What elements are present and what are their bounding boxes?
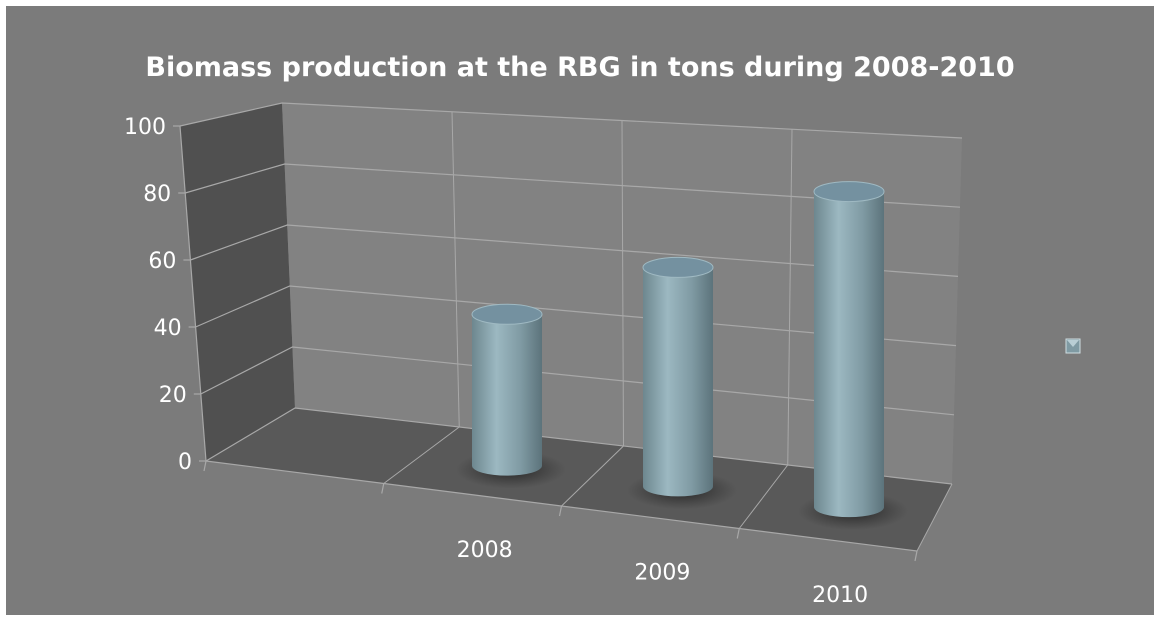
floor-lines xyxy=(203,111,953,562)
gridline xyxy=(185,163,961,208)
side-wall xyxy=(180,103,295,461)
bar-body xyxy=(643,267,713,497)
floor-divider xyxy=(738,464,789,529)
bar-top xyxy=(471,303,543,325)
y-ticks: 0 20 40 60 80 100 xyxy=(124,115,206,475)
bar-body xyxy=(472,314,542,476)
x-tick-mark xyxy=(914,550,918,562)
chart-title: Biomass production at the RBG in tons du… xyxy=(145,52,1015,83)
wall-divider xyxy=(451,111,460,428)
floor-divider xyxy=(383,426,460,484)
y-tick-label: 0 xyxy=(178,450,192,475)
back-wall xyxy=(282,103,962,484)
x-tick-mark xyxy=(381,483,385,494)
bar-top xyxy=(642,256,714,278)
y-tick-label: 80 xyxy=(143,182,171,207)
gridlines xyxy=(179,102,963,485)
x-labels: 2008 2009 2010 xyxy=(457,538,869,608)
x-tick-label: 2009 xyxy=(634,560,690,585)
legend-swatch-highlight xyxy=(1067,340,1079,347)
wall-divider xyxy=(621,120,624,447)
x-tick-label: 2010 xyxy=(812,583,868,608)
gridline xyxy=(205,407,953,485)
gridline xyxy=(179,102,963,139)
bars xyxy=(456,181,908,531)
wall-divider xyxy=(787,129,793,466)
y-tick-label: 100 xyxy=(124,115,166,140)
legend xyxy=(1065,338,1081,354)
x-axis-line xyxy=(205,460,918,552)
bar-top xyxy=(813,181,885,203)
floor-divider xyxy=(916,483,953,552)
bar-body xyxy=(814,191,884,518)
floor xyxy=(206,408,952,551)
x-tick-label: 2008 xyxy=(457,538,513,563)
y-tick-label: 20 xyxy=(159,383,187,408)
x-tick-mark xyxy=(203,460,207,472)
floor-divider xyxy=(561,445,624,507)
gridline xyxy=(195,285,957,347)
x-tick-mark xyxy=(558,505,563,517)
gridline xyxy=(190,224,959,277)
x-tick-mark xyxy=(736,528,740,539)
y-tick-label: 40 xyxy=(154,316,182,341)
y-tick-label: 60 xyxy=(148,249,176,274)
y-axis-line xyxy=(179,125,207,462)
gridline xyxy=(200,346,955,416)
